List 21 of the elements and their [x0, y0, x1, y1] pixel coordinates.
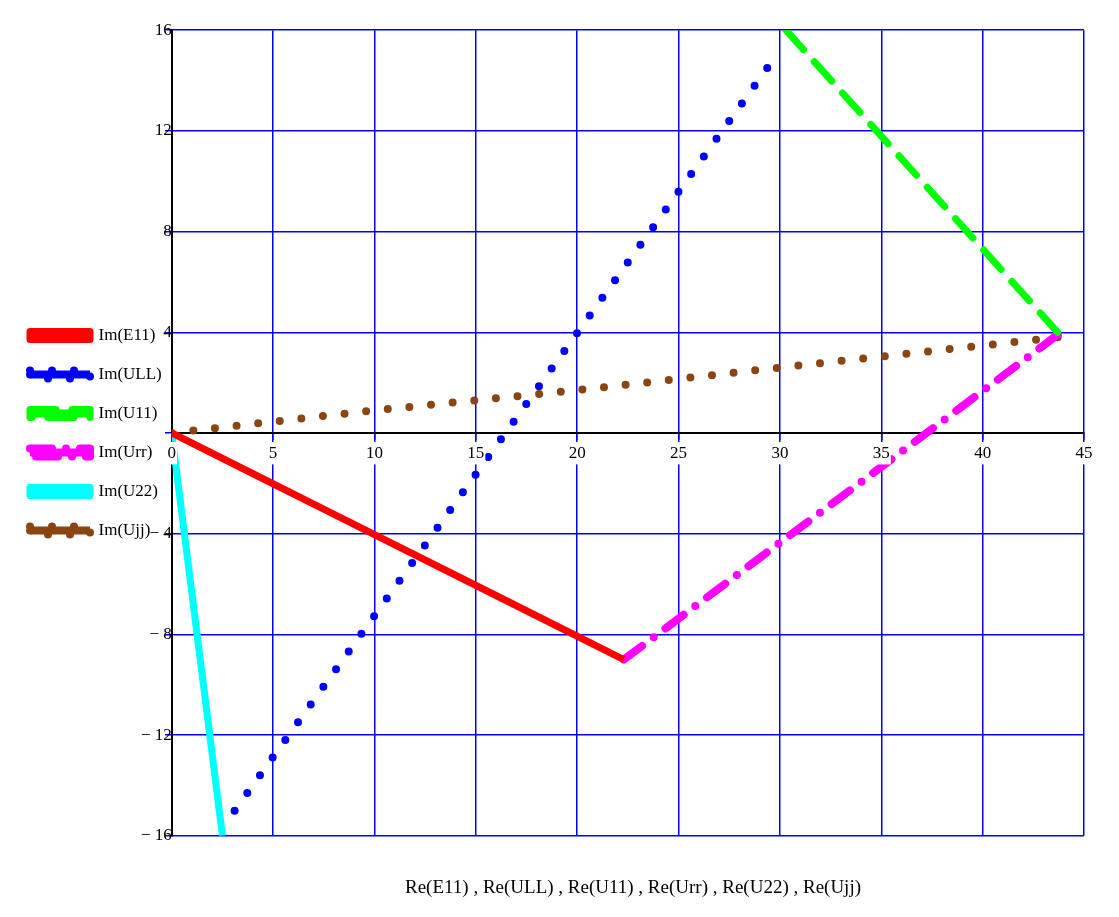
legend-label: Im(E11)	[98, 324, 156, 344]
y-tick-label: − 16	[140, 825, 172, 845]
x-axis-title: Re(E11) , Re(ULL) , Re(U11) , Re(Urr) , Re(U22) , Re(Ujj)	[403, 876, 862, 898]
legend-label: Im(Urr)	[98, 441, 153, 461]
x-tick-label: 25	[670, 442, 688, 462]
legend-label: Im(Ujj)	[98, 519, 151, 539]
x-tick-label: 45	[1075, 442, 1093, 462]
x-tick-label: 30	[771, 442, 789, 462]
x-tick-label: 20	[568, 442, 586, 462]
legend-label: Im(ULL)	[98, 363, 162, 383]
x-tick-label: 5	[268, 442, 278, 462]
y-tick-label: 16	[154, 19, 172, 39]
legend-label: Im(U22)	[98, 480, 158, 500]
y-tick-label: − 12	[140, 724, 172, 744]
legend-label: Im(U11)	[98, 402, 158, 422]
y-tick-label: 12	[154, 120, 172, 140]
x-tick-label: 0	[167, 442, 176, 462]
x-tick-label: 10	[365, 442, 383, 462]
x-tick-label: 35	[872, 442, 890, 462]
x-tick-label: 15	[467, 442, 485, 462]
x-tick-label: 40	[974, 442, 992, 462]
